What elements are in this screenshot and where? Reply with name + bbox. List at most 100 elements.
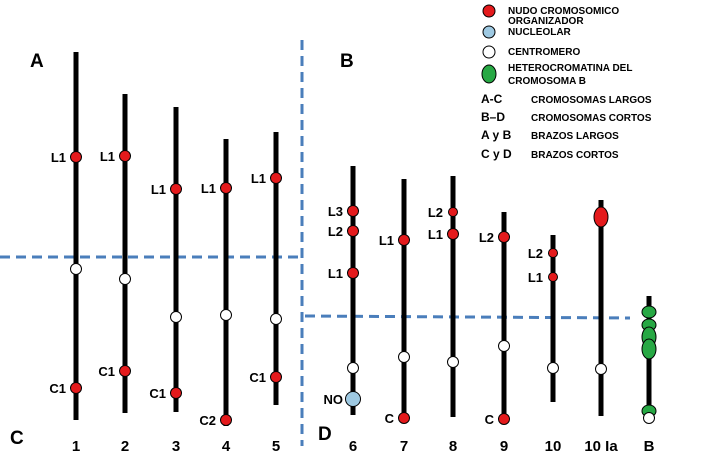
marker-label: L3 (328, 204, 343, 219)
marker-label: C (485, 412, 495, 427)
chromosome-number: 10 (545, 438, 562, 455)
marker-label: L2 (428, 205, 443, 220)
chromosome-number: 7 (400, 438, 408, 455)
marker-label: L1 (328, 266, 343, 281)
legend-key-description: CROMOSOMAS LARGOS (531, 95, 652, 106)
legend-heterochromatin-symbol (481, 64, 497, 84)
heterochromatin-marker (641, 305, 657, 319)
legend-item-centromere: CENTROMERO (482, 45, 580, 59)
marker-label: L1 (201, 181, 216, 196)
chromosome-number: B (644, 438, 655, 455)
chromosome-number: 8 (449, 438, 457, 455)
chromosome-number: 3 (172, 438, 180, 455)
legend-centromere-symbol (482, 45, 496, 59)
legend-key-row: A-C CROMOSOMAS LARGOS (481, 92, 652, 106)
quadrant-label-d: D (318, 424, 332, 445)
quadrant-label-a: A (30, 51, 44, 72)
knob-marker (347, 205, 359, 217)
knob-marker (448, 207, 458, 217)
chromosome-number: 6 (349, 438, 357, 455)
marker-label: C2 (199, 413, 216, 428)
knob-marker (347, 225, 359, 237)
marker-label: L1 (151, 182, 166, 197)
chromosome-number: 9 (500, 438, 508, 455)
legend-key-description: BRAZOS CORTOS (531, 150, 619, 161)
legend-key: A-C (481, 92, 503, 106)
marker-label: L1 (428, 227, 443, 242)
marker-label: L2 (328, 224, 343, 239)
knob-marker (119, 365, 131, 377)
knob-marker (170, 387, 182, 399)
chromosome-c7: L1 C7 (379, 179, 410, 455)
chromosome-c10: L2 L1 10 (528, 235, 562, 455)
legend-text: NUCLEOLAR (508, 27, 572, 38)
marker-label: C (385, 411, 395, 426)
centromere-marker (347, 362, 359, 374)
knob-marker (498, 231, 510, 243)
chromosome-c6: L3 L2 L1 NO 6 (324, 166, 361, 455)
centromere-marker (595, 363, 607, 375)
marker-label: L1 (528, 270, 543, 285)
knob-marker (70, 151, 82, 163)
centromere-marker (119, 273, 131, 285)
heterochromatin-marker (641, 338, 657, 360)
marker-label: L1 (251, 171, 266, 186)
knob-marker (119, 150, 131, 162)
chromosome-c8: L2 L1 8 (428, 176, 459, 455)
centromere-marker (447, 356, 459, 368)
legend-text: ORGANIZADOR (508, 16, 584, 27)
marker-label: C1 (49, 381, 66, 396)
centromere-marker (547, 362, 559, 374)
marker-label: L1 (51, 150, 66, 165)
centromere-marker (498, 340, 510, 352)
legend-text: CROMOSOMA B (508, 76, 586, 87)
chromosome-c5: L1 C1 5 (249, 132, 282, 455)
legend-item-knob: NUDO CROMOSOMICO (482, 4, 619, 18)
knob-marker (170, 183, 182, 195)
knob-marker (220, 182, 232, 194)
legend-key: C y D (481, 147, 512, 161)
legend-key-row: C y D BRAZOS CORTOS (481, 147, 619, 161)
chromosome-c1: L1 C1 1 (49, 52, 82, 455)
centromere-divider-right (304, 314, 631, 320)
legend-item-heterochromatin: HETEROCROMATINA DEL CROMOSOMA B (481, 63, 632, 87)
chromosome-cb: B (641, 296, 657, 455)
legend-nucleolar-symbol (482, 25, 496, 39)
legend-knob-symbol (482, 4, 496, 18)
quadrant-label-b: B (340, 51, 354, 72)
knob-marker (220, 414, 232, 426)
marker-label: C1 (249, 370, 266, 385)
legend-key: A y B (481, 128, 512, 142)
knob-marker (398, 234, 410, 246)
legend-text: CENTROMERO (508, 47, 580, 58)
knob-marker (498, 413, 510, 425)
marker-label: C1 (149, 386, 166, 401)
legend-text: NUDO CROMOSOMICO (508, 6, 619, 17)
chromosome-number: 4 (222, 438, 231, 455)
nucleolar-organizer-marker (345, 391, 361, 407)
centromere-marker (170, 311, 182, 323)
chromosome-c9: L2 C9 (479, 212, 510, 455)
chromosome-c2: L1 C1 2 (98, 94, 131, 455)
centromere-marker (398, 351, 410, 363)
centromere-marker (270, 313, 282, 325)
knob-marker (447, 228, 459, 240)
knob-marker (548, 272, 558, 282)
dividers (0, 40, 631, 446)
centromere-marker (643, 412, 655, 424)
legend-key: B–D (481, 110, 505, 124)
legend-key-description: CROMOSOMAS CORTOS (531, 113, 652, 124)
quadrant-label-c: C (10, 428, 24, 449)
chromosome-c4: L1 C2 4 (199, 139, 232, 455)
chromosome-number: 1 (72, 438, 80, 455)
knob-marker (398, 412, 410, 424)
chromosome-number: 10 Ia (584, 438, 618, 455)
legend-key-row: A y B BRAZOS LARGOS (481, 128, 619, 142)
chromosome-c10ia: 10 Ia (584, 200, 618, 455)
legend-text: HETEROCROMATINA DEL (508, 63, 632, 74)
knob-marker (548, 248, 558, 258)
marker-label: C1 (98, 364, 115, 379)
